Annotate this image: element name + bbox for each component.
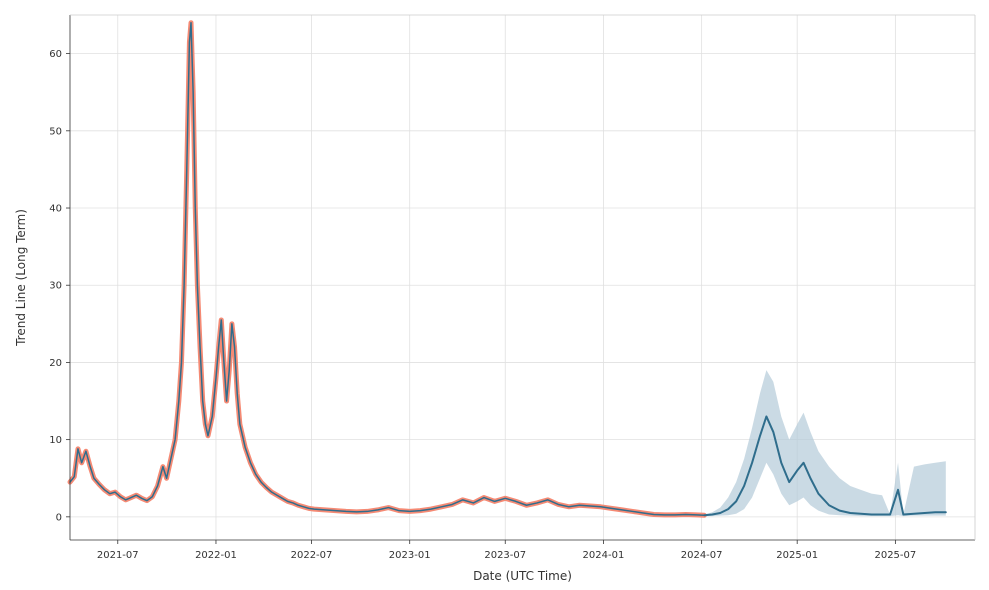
x-tick-label: 2023-07 bbox=[484, 550, 526, 561]
chart-container: 2021-07 2022-01 2022-07 2023-01 2023-07 2024-… bbox=[0, 0, 989, 590]
x-tick-label: 2024-01 bbox=[583, 550, 625, 561]
x-tick-label: 2022-01 bbox=[195, 550, 237, 561]
x-tick-label: 2023-01 bbox=[389, 550, 431, 561]
y-axis-label: Trend Line (Long Term) bbox=[14, 209, 28, 347]
y-tick-label: 50 bbox=[49, 126, 62, 137]
x-tick-label: 2021-07 bbox=[97, 550, 139, 561]
x-tick-label: 2024-07 bbox=[681, 550, 723, 561]
y-tick-label: 0 bbox=[56, 512, 62, 523]
x-tick-label: 2022-07 bbox=[291, 550, 333, 561]
y-tick-label: 40 bbox=[49, 204, 62, 215]
x-tick-label: 2025-07 bbox=[874, 550, 916, 561]
y-tick-label: 10 bbox=[49, 435, 62, 446]
y-tick-label: 30 bbox=[49, 281, 62, 292]
x-tick-label: 2025-01 bbox=[776, 550, 818, 561]
x-axis-label: Date (UTC Time) bbox=[473, 569, 572, 583]
y-tick-label: 60 bbox=[49, 49, 62, 60]
chart-svg: 2021-07 2022-01 2022-07 2023-01 2023-07 2024-… bbox=[0, 0, 989, 590]
y-tick-label: 20 bbox=[49, 358, 62, 369]
